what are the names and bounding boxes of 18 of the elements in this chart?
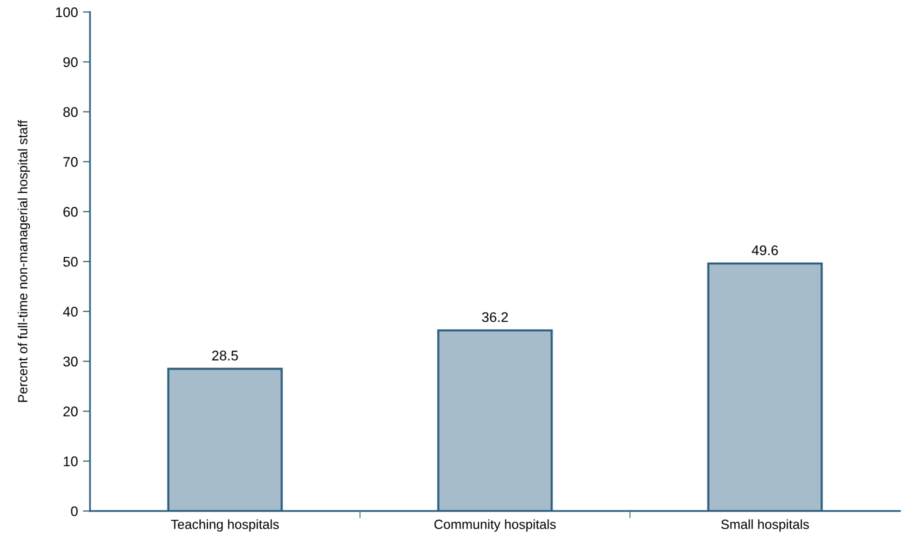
y-tick-label: 60 <box>63 206 78 217</box>
x-tick-label: Community hospitals <box>434 519 556 532</box>
y-tick-label: 10 <box>64 456 78 466</box>
y-tick-label: 90 <box>63 57 78 68</box>
data-label: 49.6 <box>752 245 778 256</box>
data-label: 36.2 <box>482 312 508 322</box>
y-tick-label: 40 <box>63 306 78 317</box>
y-tick-label: 0 <box>71 506 78 516</box>
x-tick-label: Teaching hospitals <box>171 519 279 532</box>
y-tick-label: 80 <box>63 107 78 117</box>
y-tick-label: 50 <box>63 256 78 267</box>
y-tick-label: 70 <box>63 157 78 167</box>
y-axis-title: Percent of full-time non-managerial hospital staff <box>18 120 30 402</box>
data-label: 28.5 <box>212 350 238 360</box>
x-tick-label: Small hospitals <box>721 519 809 532</box>
y-tick-label: 20 <box>63 406 78 416</box>
y-tick-label: 100 <box>56 7 78 18</box>
y-tick-label: 30 <box>63 356 78 366</box>
